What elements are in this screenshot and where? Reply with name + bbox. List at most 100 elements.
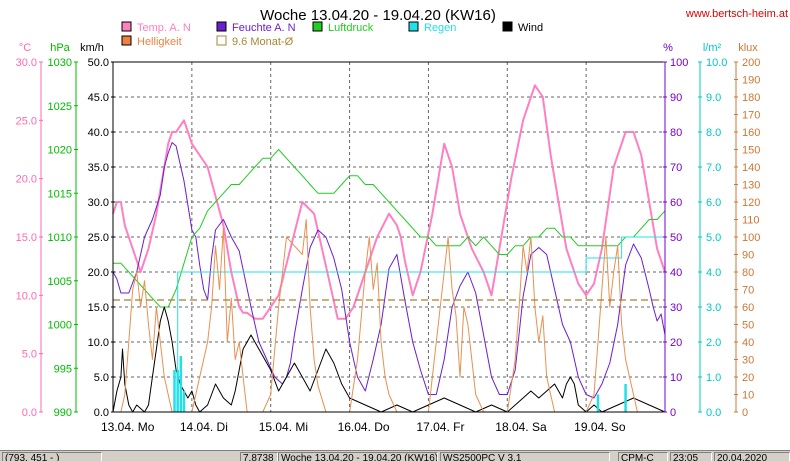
tick-label-wind: 45.0 <box>88 92 109 104</box>
legend-swatch <box>121 21 132 32</box>
tick-label-rain: 5.0 <box>706 232 721 244</box>
tick-label-rain: 6.0 <box>706 197 721 209</box>
axis-unit-lux: klux <box>738 42 758 54</box>
tick-label-hum: 30 <box>670 302 682 314</box>
tick-label-wind: 35.0 <box>88 162 109 174</box>
tick-label-hum: 100 <box>670 57 688 69</box>
legend-label: Regen <box>424 22 456 34</box>
status-bar: (793, 451 - ) 7.8738 Woche 13.04.20 - 19.0… <box>0 450 790 461</box>
tick-label-lux: 0 <box>742 407 748 419</box>
tick-label-press: 1005 <box>48 276 72 288</box>
tick-label-lux: 190 <box>742 75 760 87</box>
legend-label: Wind <box>518 22 543 34</box>
status-cell: 23:05 <box>670 452 712 461</box>
tick-label-press: 1030 <box>48 57 72 69</box>
tick-label-hum: 80 <box>670 127 682 139</box>
legend-label: Luftdruck <box>328 22 374 34</box>
tick-label-rain: 10.0 <box>706 57 727 69</box>
legend-label: 9.6 Monat-Ø <box>232 36 294 48</box>
tick-label-lux: 130 <box>742 180 760 192</box>
tick-label-rain: 0.0 <box>706 407 721 419</box>
tick-label-hum: 50 <box>670 232 682 244</box>
axis-unit-rain: l/m² <box>703 42 722 54</box>
tick-label-wind: 10.0 <box>88 337 109 349</box>
tick-label-wind: 15.0 <box>88 302 109 314</box>
tick-label-wind: 5.0 <box>94 372 109 384</box>
tick-label-wind: 30.0 <box>88 197 109 209</box>
series-line-temp-a-n <box>112 84 666 320</box>
tick-label-hum: 40 <box>670 267 682 279</box>
tick-label-press: 1025 <box>48 101 72 113</box>
status-cell: WS2500PC V 3.1 <box>440 452 610 461</box>
tick-label-lux: 40 <box>742 337 754 349</box>
tick-label-wind: 0.0 <box>94 407 109 419</box>
chart-legend: Temp. A. N Feuchte A. N Luftdruck Regen Wind… <box>121 21 543 48</box>
x-tick-label: 14.04. Di <box>180 420 228 434</box>
tick-label-lux: 150 <box>742 145 760 157</box>
series-line-regen <box>113 236 665 413</box>
tick-label-lux: 110 <box>742 215 760 227</box>
legend-swatch <box>312 21 323 32</box>
legend-swatch <box>121 35 132 46</box>
source-watermark: www.bertsch-heim.at <box>685 8 788 20</box>
tick-label-hum: 70 <box>670 162 682 174</box>
legend-swatch <box>408 21 419 32</box>
legend-label: Feuchte A. N <box>232 22 296 34</box>
tick-label-lux: 170 <box>742 110 760 122</box>
x-tick-label: 13.04. Mo <box>101 420 155 434</box>
series-line-feuchte-a-n <box>112 142 666 399</box>
tick-label-hum: 60 <box>670 197 682 209</box>
tick-label-lux: 100 <box>742 232 760 244</box>
x-tick-label: 18.04. Sa <box>495 420 547 434</box>
x-tick-label: 17.04. Fr <box>416 420 464 434</box>
tick-label-lux: 140 <box>742 162 760 174</box>
tick-label-wind: 25.0 <box>88 232 109 244</box>
tick-label-lux: 80 <box>742 267 754 279</box>
legend-swatch <box>216 35 227 46</box>
tick-label-wind: 20.0 <box>88 267 109 279</box>
tick-label-press: 1010 <box>48 232 72 244</box>
legend-swatch <box>502 21 513 32</box>
chart-series <box>112 84 666 413</box>
tick-label-press: 1020 <box>48 145 72 157</box>
axis-unit-temp: °C <box>19 42 31 54</box>
tick-label-lux: 60 <box>742 302 754 314</box>
legend-label: Helligkeit <box>137 36 182 48</box>
tick-label-press: 1000 <box>48 320 72 332</box>
series-line-luftdruck <box>113 149 666 308</box>
tick-label-lux: 50 <box>742 320 754 332</box>
chart-title: Woche 13.04.20 - 19.04.20 (KW16) <box>260 7 496 24</box>
status-cell: 7.8738 <box>240 452 278 461</box>
status-cell: (793, 451 - ) <box>2 452 102 461</box>
tick-label-lux: 90 <box>742 250 754 262</box>
series-line-wind <box>112 306 666 413</box>
status-cell: CPM-C <box>618 452 668 461</box>
tick-label-lux: 10 <box>742 390 754 402</box>
tick-label-lux: 180 <box>742 92 760 104</box>
tick-label-rain: 3.0 <box>706 302 721 314</box>
tick-label-wind: 50.0 <box>88 57 109 69</box>
tick-label-lux: 160 <box>742 127 760 139</box>
tick-label-temp: 30.0 <box>16 57 37 69</box>
axis-unit-wind: km/h <box>80 42 104 54</box>
tick-label-lux: 30 <box>742 355 754 367</box>
tick-label-press: 995 <box>54 363 72 375</box>
tick-label-lux: 120 <box>742 197 760 209</box>
tick-label-temp: 10.0 <box>16 290 37 302</box>
tick-label-rain: 1.0 <box>706 372 721 384</box>
axis-unit-hum: % <box>663 42 673 54</box>
tick-label-rain: 9.0 <box>706 92 721 104</box>
tick-label-temp: 15.0 <box>16 232 37 244</box>
legend-label: Temp. A. N <box>137 22 191 34</box>
tick-label-lux: 200 <box>742 57 760 69</box>
tick-label-temp: 25.0 <box>16 115 37 127</box>
tick-label-lux: 20 <box>742 372 754 384</box>
axis-unit-press: hPa <box>50 42 70 54</box>
tick-label-rain: 2.0 <box>706 337 721 349</box>
x-tick-label: 19.04. So <box>574 420 626 434</box>
tick-label-temp: 5.0 <box>22 349 37 361</box>
x-tick-label: 15.04. Mi <box>259 420 308 434</box>
tick-label-rain: 8.0 <box>706 127 721 139</box>
tick-label-press: 1015 <box>48 188 72 200</box>
